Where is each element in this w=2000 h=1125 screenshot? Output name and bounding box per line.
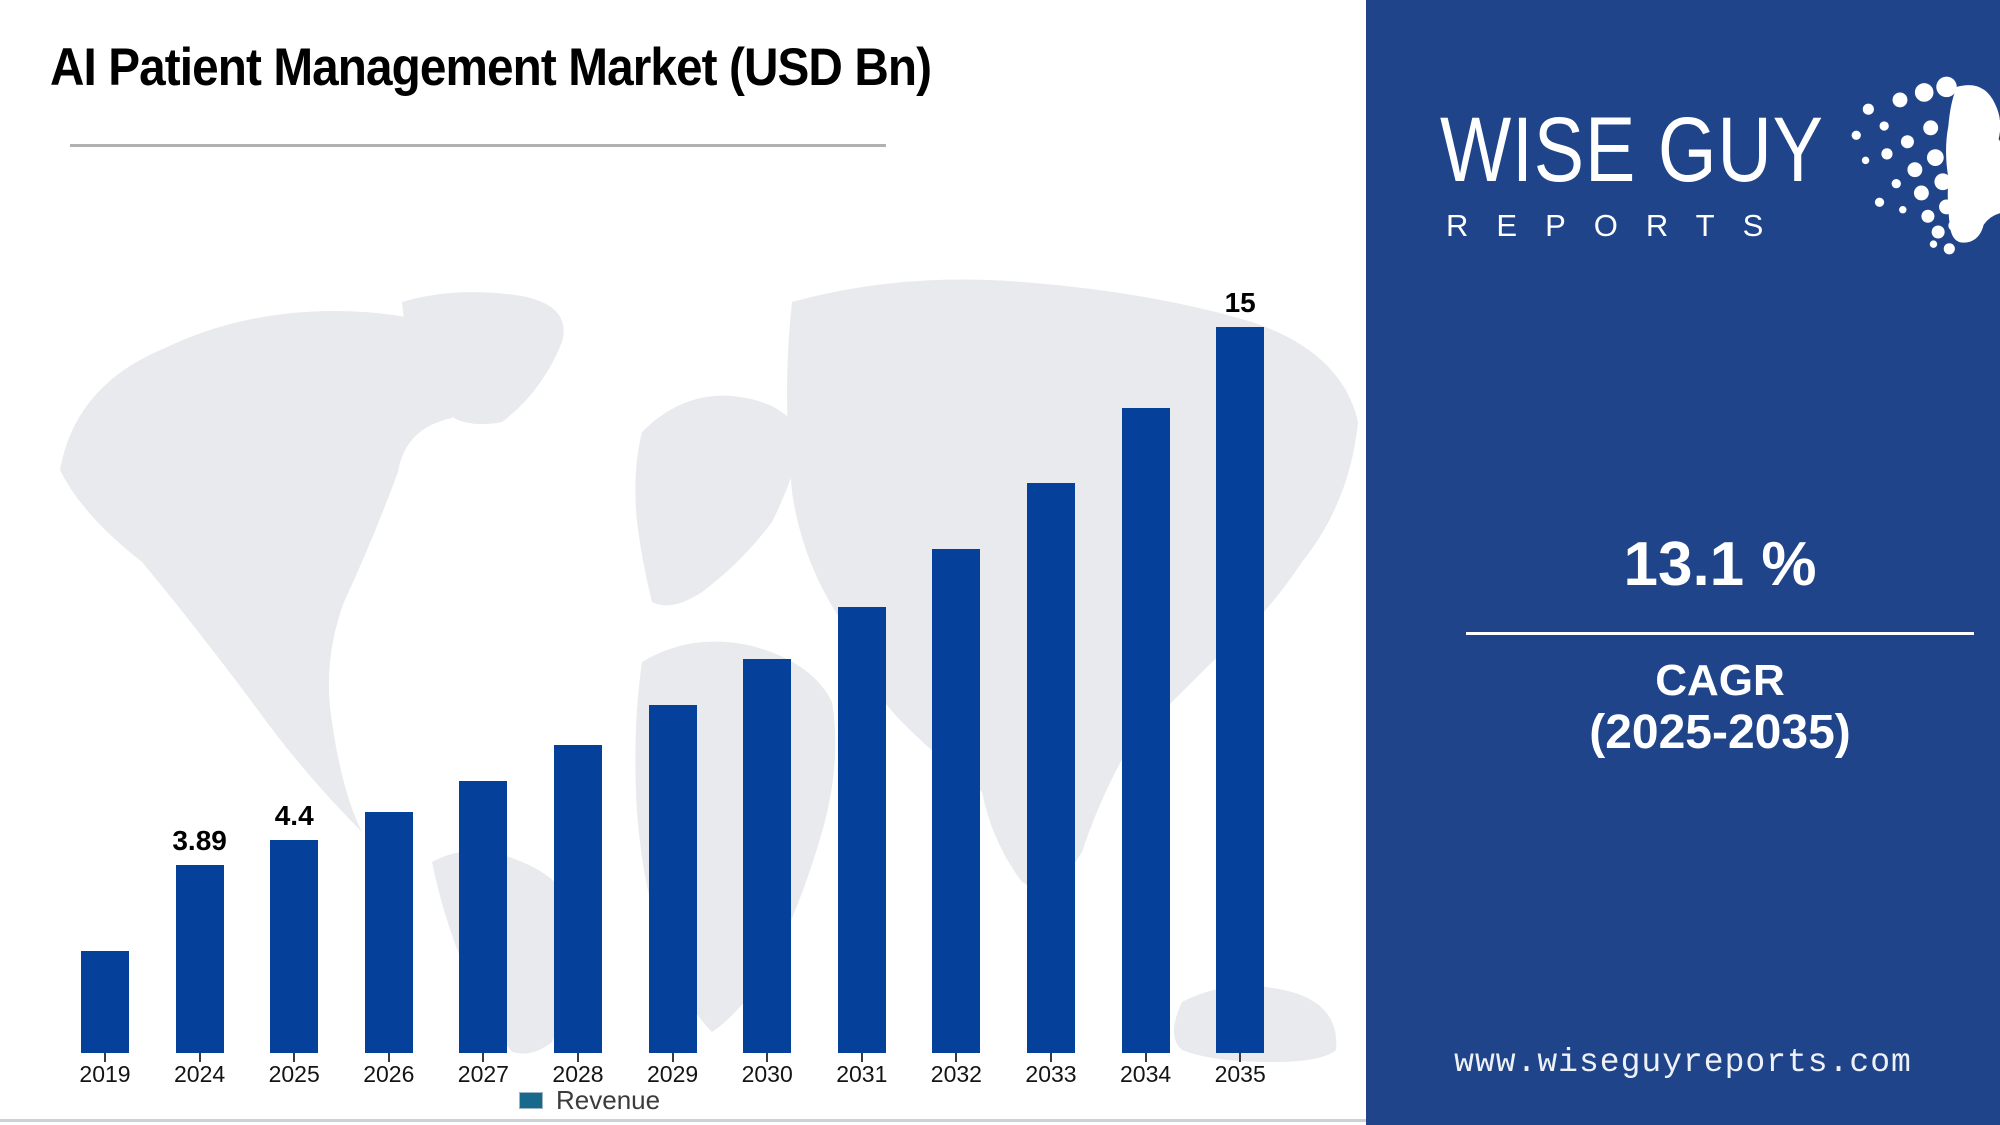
x-axis-label: 2030 [741, 1061, 793, 1087]
x-axis-label: 2026 [363, 1061, 415, 1087]
bar-2025 [270, 840, 319, 1053]
cagr-period: (2025-2035) [1589, 706, 1851, 760]
cagr-block: 13.1 % CAGR (2025-2035) [1466, 534, 1974, 761]
x-axis-label: 2027 [457, 1061, 509, 1087]
logo-wordmark-main: WISE GUY [1440, 99, 1824, 201]
cagr-divider [1466, 632, 1974, 635]
x-axis-label: 2025 [268, 1061, 320, 1087]
x-tick [104, 1053, 106, 1062]
x-tick [198, 1053, 201, 1062]
brand-panel: WISE GUY REPORTS 13.1 % CAGR (2025-2035)… [1366, 0, 2000, 1125]
x-axis-label: 2032 [930, 1061, 982, 1087]
map-europe [635, 395, 802, 606]
x-axis-label: 2024 [174, 1061, 226, 1087]
x-tick [1144, 1053, 1147, 1062]
x-tick [482, 1053, 485, 1062]
map-north-america [60, 311, 485, 832]
x-axis-label: 2029 [647, 1061, 699, 1087]
brand-logo: WISE GUY REPORTS [1440, 72, 2000, 286]
x-tick [1050, 1053, 1052, 1062]
bar-value-label: 15 [1224, 287, 1256, 318]
bar-2028 [554, 745, 602, 1053]
bar-2026 [364, 812, 413, 1053]
cagr-value: 13.1 % [1623, 530, 1817, 599]
title-underline [70, 144, 886, 147]
x-tick [387, 1053, 390, 1062]
x-tick [766, 1053, 769, 1062]
bar-2029 [648, 705, 697, 1053]
bar-2035 [1216, 327, 1265, 1053]
x-axis-label: 2031 [836, 1061, 888, 1087]
bar-value-label: 3.89 [172, 825, 227, 856]
bar-value-label: 4.4 [274, 800, 314, 831]
bar-2019 [81, 951, 129, 1053]
logo-wordmark: WISE GUY REPORTS [1440, 72, 1908, 244]
x-tick [1239, 1053, 1242, 1062]
bar-2030 [743, 659, 792, 1053]
chart-area: AI Patient Management Market (USD Bn) 20… [0, 38, 1366, 1122]
x-tick [671, 1053, 674, 1062]
website-url: www.wiseguyreports.com [1454, 1044, 1912, 1081]
bar-2031 [837, 607, 886, 1053]
x-axis-label: 2035 [1214, 1061, 1266, 1087]
bar-2034 [1121, 408, 1170, 1053]
bar-2033 [1027, 483, 1075, 1053]
x-axis-label: 2019 [79, 1061, 131, 1087]
logo-head-icon [1851, 76, 2000, 255]
x-tick [293, 1053, 296, 1062]
bar-2032 [932, 549, 981, 1053]
bar-2027 [459, 781, 508, 1053]
logo-wordmark-sub: REPORTS [1446, 208, 1792, 243]
bar-plot: 2019 2024 3.89 2025 4.4 2026 2027 2028 2029 2030 2… [79, 287, 1266, 1087]
x-axis-label: 2028 [552, 1061, 604, 1087]
x-tick [860, 1053, 863, 1062]
bottom-divider [0, 1119, 1366, 1122]
cagr-label: CAGR [1655, 656, 1785, 705]
legend-swatch-revenue [519, 1092, 543, 1109]
page-title: AI Patient Management Market (USD Bn) [50, 38, 932, 97]
x-tick [577, 1053, 579, 1062]
legend-label: Revenue [556, 1085, 661, 1115]
x-axis-label: 2033 [1025, 1061, 1077, 1087]
legend: Revenue [519, 1085, 660, 1116]
map-greenland [402, 292, 564, 425]
x-axis-label: 2034 [1120, 1061, 1172, 1087]
x-tick [955, 1053, 958, 1062]
bar-2024 [175, 865, 224, 1053]
